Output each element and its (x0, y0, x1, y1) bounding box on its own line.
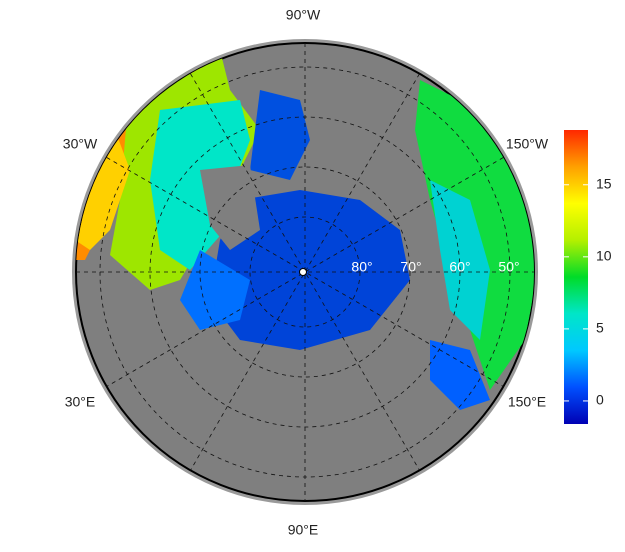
hudson-bay (250, 90, 310, 180)
colorbar (564, 130, 588, 424)
graticule (76, 43, 534, 501)
colorbar-tick-label: 10 (596, 248, 612, 264)
colorbar-tick-label: 0 (596, 392, 604, 408)
greenland (200, 165, 260, 250)
ocean (76, 43, 534, 410)
longitude-label: 150°E (508, 394, 546, 410)
longitude-label: 30°E (65, 394, 96, 410)
longitude-label: 90°W (286, 7, 321, 23)
longitude-label: 90°E (288, 522, 319, 538)
pole (299, 268, 307, 276)
latitude-label: 50° (498, 259, 519, 275)
longitude-label: 150°W (506, 136, 549, 152)
latitude-label: 70° (400, 259, 421, 275)
longitude-label: 30°W (63, 136, 98, 152)
latitude-label: 80° (351, 259, 372, 275)
latitude-label: 60° (449, 259, 470, 275)
pacific-cool (430, 180, 490, 340)
colorbar-tick-label: 15 (596, 175, 612, 191)
colorbar-tick-label: 5 (596, 320, 604, 336)
okhotsk (430, 340, 490, 410)
barents (180, 250, 250, 330)
labels: 90°W 30°W 150°W 30°E 150°E 90°E 80° 70° 60° 50° (63, 7, 549, 538)
